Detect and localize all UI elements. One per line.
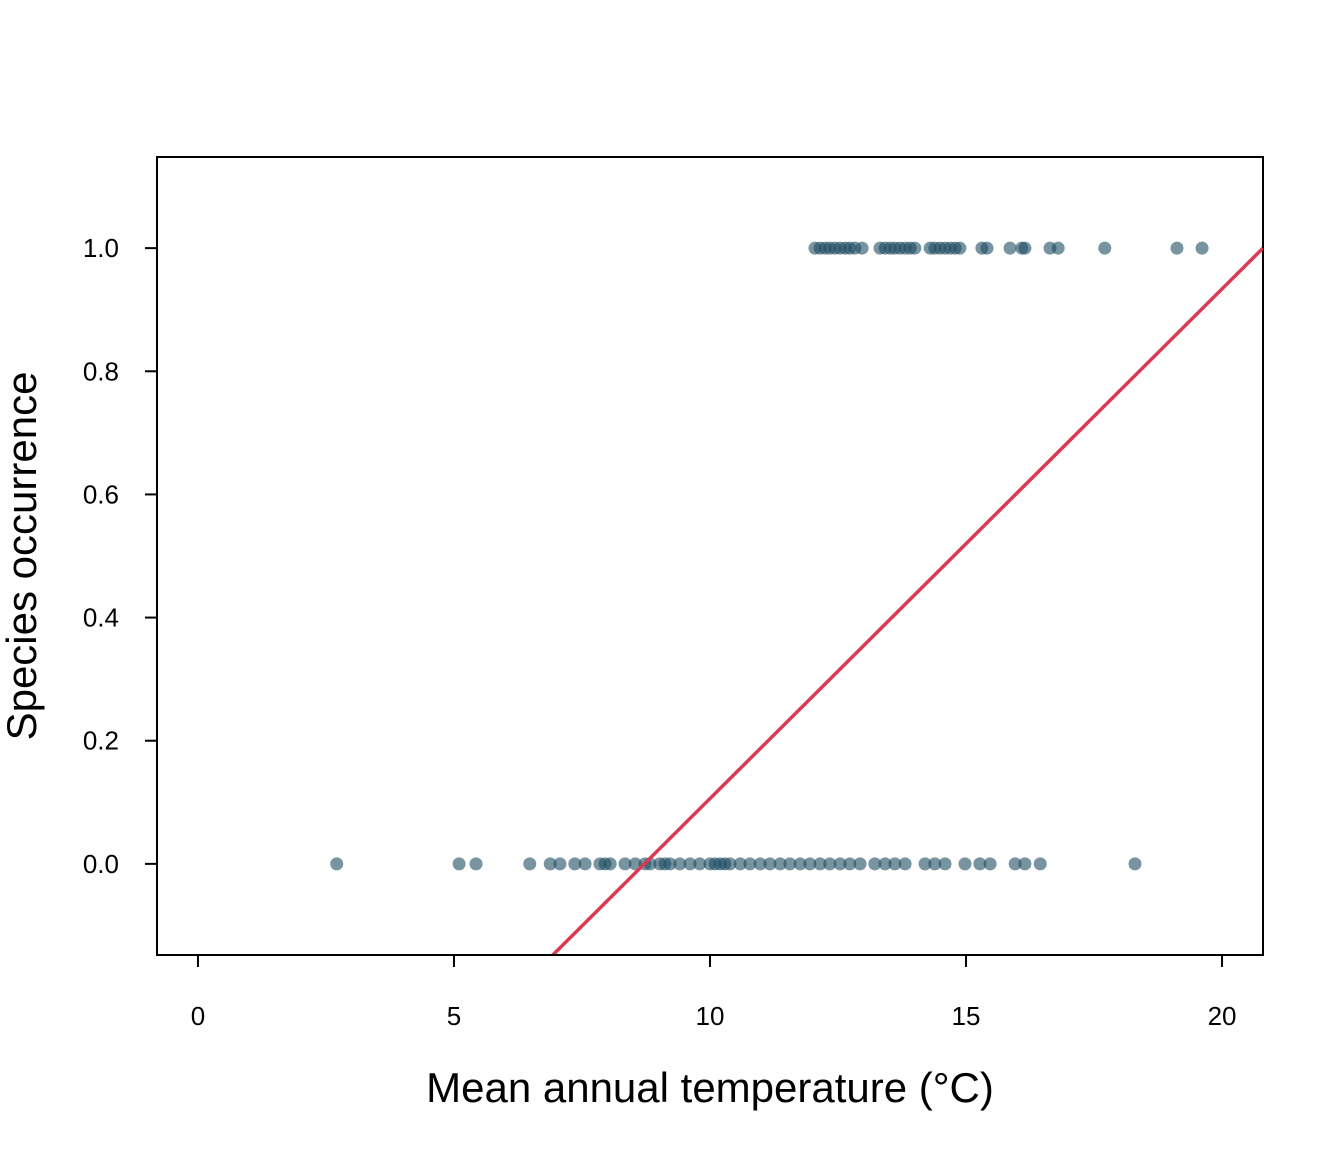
point (868, 857, 882, 871)
point (683, 857, 697, 871)
point (783, 857, 797, 871)
point (953, 241, 967, 255)
point (743, 857, 757, 871)
point (773, 857, 787, 871)
point (793, 857, 807, 871)
point (543, 857, 557, 871)
point (813, 857, 827, 871)
point (983, 857, 997, 871)
x-tick-label: 15 (952, 1001, 981, 1031)
point (578, 857, 592, 871)
point (628, 857, 642, 871)
point (823, 857, 837, 871)
point (1008, 857, 1022, 871)
point (330, 857, 344, 871)
y-tick-label: 0.2 (83, 726, 119, 756)
point (663, 857, 677, 871)
point (1018, 241, 1032, 255)
point (568, 857, 582, 871)
y-tick-label: 1.0 (83, 233, 119, 263)
x-tick-label: 10 (696, 1001, 725, 1031)
point (878, 857, 892, 871)
x-tick-label: 20 (1208, 1001, 1237, 1031)
point (753, 857, 767, 871)
plot-frame (156, 156, 1264, 956)
point (888, 857, 902, 871)
point (1170, 241, 1184, 255)
x-tick-label: 5 (447, 1001, 461, 1031)
point (1003, 241, 1017, 255)
point (855, 241, 869, 255)
point (938, 857, 952, 871)
point (733, 857, 747, 871)
point (673, 857, 687, 871)
point (1195, 241, 1209, 255)
point (618, 857, 632, 871)
point (833, 857, 847, 871)
x-tick-label: 0 (191, 1001, 205, 1031)
point (553, 857, 567, 871)
y-tick-label: 0.0 (83, 849, 119, 879)
point (1098, 241, 1112, 255)
point (918, 857, 932, 871)
point (843, 857, 857, 871)
point (803, 857, 817, 871)
point (1128, 857, 1142, 871)
point (898, 857, 912, 871)
point (958, 857, 972, 871)
point (693, 857, 707, 871)
point (763, 857, 777, 871)
y-axis-label: Species occurrence (0, 372, 45, 741)
y-tick-label: 0.8 (83, 356, 119, 386)
point (1033, 857, 1047, 871)
point (603, 857, 617, 871)
point (469, 857, 483, 871)
point (853, 857, 867, 871)
point (452, 857, 466, 871)
fit-line (551, 246, 1263, 955)
point (928, 857, 942, 871)
point (723, 857, 737, 871)
point (973, 857, 987, 871)
point (1018, 857, 1032, 871)
y-tick-label: 0.6 (83, 479, 119, 509)
x-axis-label: Mean annual temperature (°C) (426, 1064, 994, 1111)
y-tick-label: 0.4 (83, 603, 119, 633)
point (980, 241, 994, 255)
point (1051, 241, 1065, 255)
plot-area (330, 241, 1263, 955)
point (523, 857, 537, 871)
point (908, 241, 922, 255)
